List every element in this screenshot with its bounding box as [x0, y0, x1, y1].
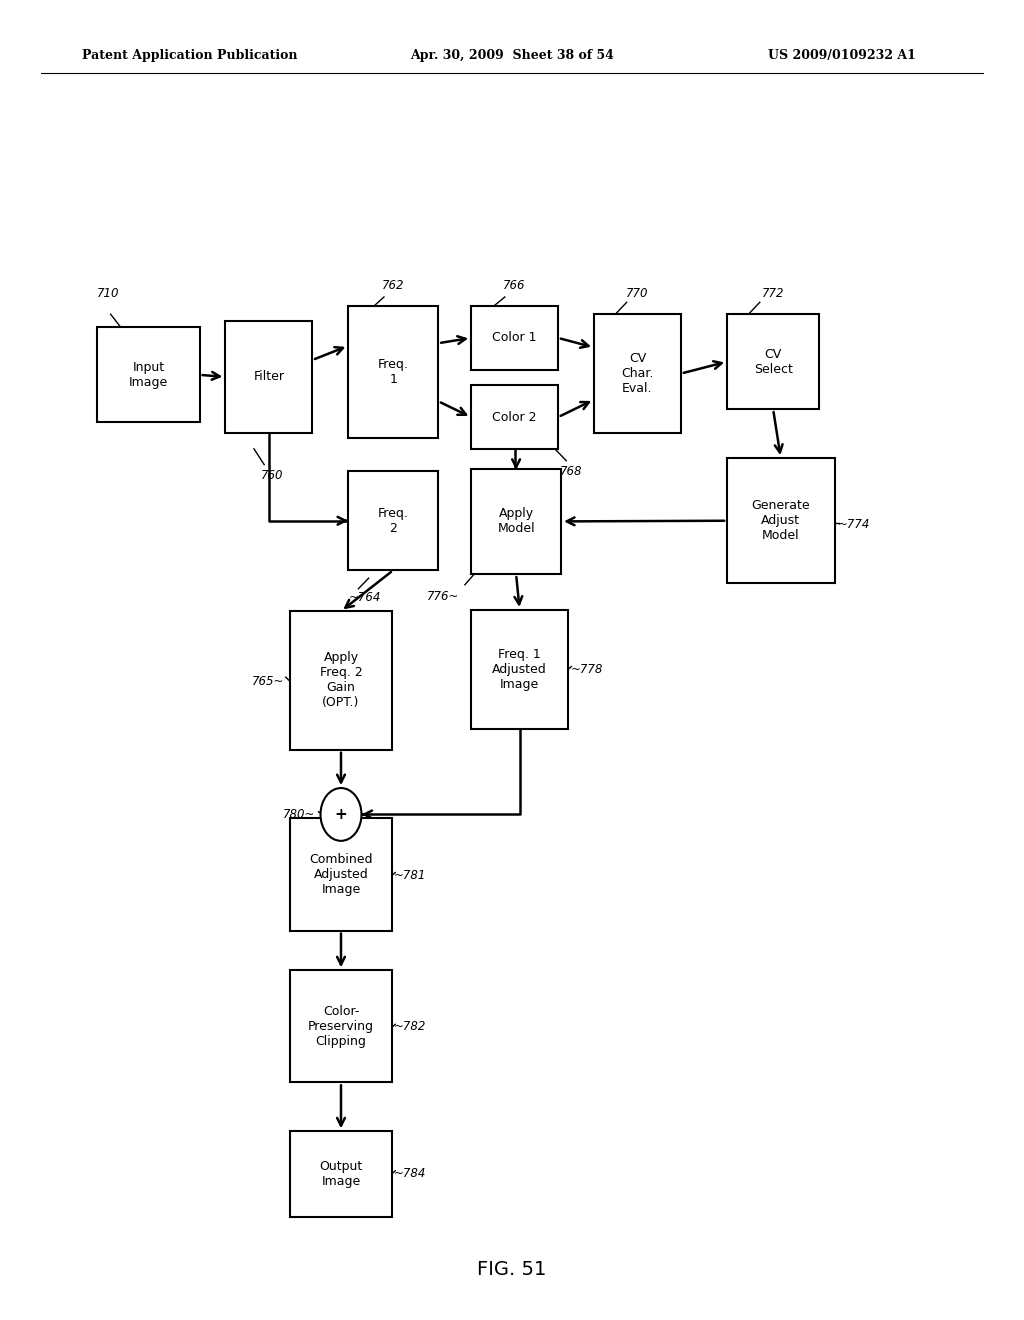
Text: CV
Char.
Eval.: CV Char. Eval.	[622, 352, 653, 395]
Bar	[290, 611, 392, 750]
Text: 780~: 780~	[283, 808, 315, 821]
Bar	[290, 1131, 392, 1217]
Text: 776~: 776~	[427, 590, 460, 603]
Text: Freq. 1
Adjusted
Image: Freq. 1 Adjusted Image	[493, 648, 547, 690]
Text: ~784: ~784	[394, 1167, 427, 1180]
Text: 762: 762	[382, 279, 404, 292]
Bar	[348, 306, 438, 438]
Text: ~764: ~764	[349, 591, 382, 605]
Text: 766: 766	[503, 279, 525, 292]
Bar	[727, 314, 819, 409]
Text: Color-
Preserving
Clipping: Color- Preserving Clipping	[308, 1005, 374, 1048]
Bar	[471, 610, 568, 729]
Text: 770: 770	[626, 286, 648, 300]
Text: Filter: Filter	[253, 371, 285, 383]
Bar	[471, 469, 561, 574]
Text: 772: 772	[762, 286, 784, 300]
Text: Patent Application Publication: Patent Application Publication	[82, 49, 297, 62]
Text: Apply
Freq. 2
Gain
(OPT.): Apply Freq. 2 Gain (OPT.)	[319, 652, 362, 709]
Text: Color 2: Color 2	[493, 411, 537, 424]
Text: Input
Image: Input Image	[129, 360, 168, 389]
Bar	[290, 970, 392, 1082]
Bar	[225, 321, 312, 433]
Text: FIG. 51: FIG. 51	[477, 1261, 547, 1279]
Bar	[594, 314, 681, 433]
Text: 710: 710	[97, 286, 120, 300]
Text: Combined
Adjusted
Image: Combined Adjusted Image	[309, 853, 373, 896]
Text: US 2009/0109232 A1: US 2009/0109232 A1	[768, 49, 915, 62]
Text: 768: 768	[560, 465, 583, 478]
Text: ~774: ~774	[838, 517, 870, 531]
Text: Apr. 30, 2009  Sheet 38 of 54: Apr. 30, 2009 Sheet 38 of 54	[410, 49, 613, 62]
Text: Color 1: Color 1	[493, 331, 537, 345]
Text: Generate
Adjust
Model: Generate Adjust Model	[752, 499, 810, 543]
Text: +: +	[335, 807, 347, 822]
Text: Freq.
2: Freq. 2	[378, 507, 409, 535]
Text: ~782: ~782	[394, 1020, 427, 1034]
Text: Apply
Model: Apply Model	[498, 507, 535, 536]
Bar	[727, 458, 835, 583]
Text: ~778: ~778	[570, 663, 603, 676]
Text: Output
Image: Output Image	[319, 1160, 362, 1188]
Bar	[97, 327, 200, 422]
Bar	[348, 471, 438, 570]
Bar	[471, 385, 558, 449]
Text: ~781: ~781	[394, 869, 427, 882]
Circle shape	[321, 788, 361, 841]
Text: 760: 760	[261, 469, 284, 482]
Bar	[471, 306, 558, 370]
Bar	[290, 818, 392, 931]
Text: 765~: 765~	[252, 675, 285, 688]
Text: CV
Select: CV Select	[754, 347, 793, 376]
Text: Freq.
1: Freq. 1	[378, 358, 409, 387]
